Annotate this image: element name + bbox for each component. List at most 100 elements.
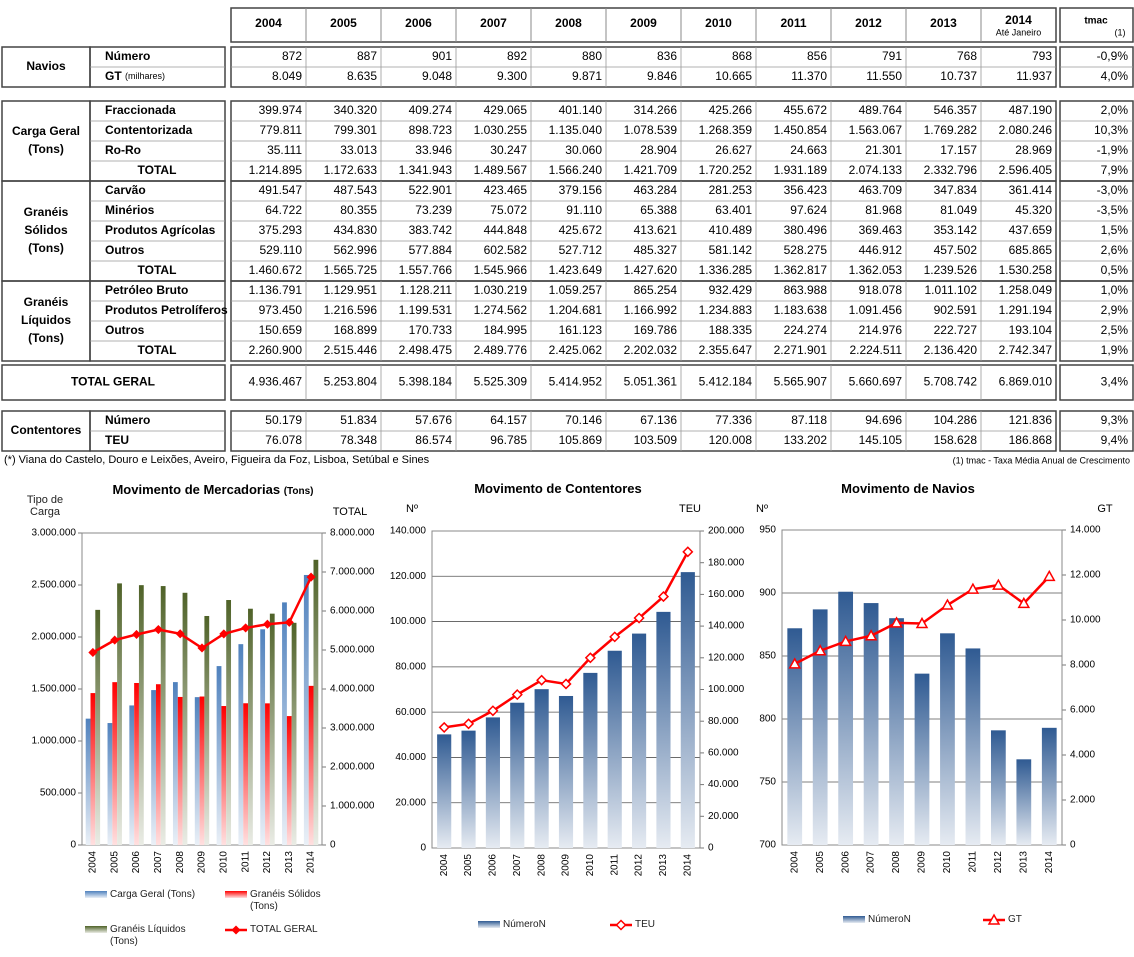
cell-value: 1.239.526 bbox=[924, 263, 978, 277]
x-tick-label: 2010 bbox=[585, 854, 596, 877]
y2-tick-label: 100.000 bbox=[708, 684, 745, 695]
cell-value: 158.628 bbox=[934, 433, 978, 447]
cell-value: 10.737 bbox=[940, 69, 977, 83]
row-name-text: Ro-Ro bbox=[105, 143, 141, 157]
x-tick-label: 2010 bbox=[218, 851, 229, 874]
cell-value: 170.733 bbox=[409, 323, 453, 337]
cell-value: 446.912 bbox=[859, 243, 903, 257]
cell-value: 8.049 bbox=[272, 69, 302, 83]
bar bbox=[607, 650, 622, 848]
cell-value: 9.846 bbox=[647, 69, 677, 83]
bar bbox=[226, 600, 232, 845]
cell-value: 222.727 bbox=[934, 323, 978, 337]
cell-value: 45.320 bbox=[1015, 203, 1052, 217]
y2-axis-label: TOTAL bbox=[333, 506, 367, 518]
section-label-frame bbox=[1, 364, 226, 401]
cell-value: 184.995 bbox=[484, 323, 528, 337]
legend-marker bbox=[231, 925, 241, 935]
line-marker bbox=[110, 635, 120, 645]
cell-value: 868 bbox=[732, 49, 752, 63]
cell-value: 17.157 bbox=[940, 143, 977, 157]
cell-value: 150.659 bbox=[259, 323, 303, 337]
year-header: 2007 bbox=[480, 16, 507, 30]
bar bbox=[510, 702, 525, 848]
row-name-text: Número bbox=[105, 49, 150, 63]
cell-value: 11.550 bbox=[866, 69, 902, 83]
bar bbox=[656, 611, 671, 848]
cell-value: 2.224.511 bbox=[850, 343, 903, 357]
cell-value: 527.712 bbox=[559, 243, 603, 257]
bar bbox=[90, 693, 96, 845]
line-marker bbox=[1017, 596, 1031, 609]
cell-value: 892 bbox=[507, 49, 527, 63]
row-name-text: TOTAL bbox=[138, 163, 177, 177]
cell-value: 1.530.258 bbox=[999, 263, 1053, 277]
cell-value: 1.489.567 bbox=[474, 163, 528, 177]
bar bbox=[85, 718, 91, 845]
legend-label: TOTAL GERAL bbox=[250, 924, 318, 935]
cell-value: 70.146 bbox=[565, 413, 602, 427]
cell-value: 340.320 bbox=[334, 103, 378, 117]
row-name-text: Minérios bbox=[105, 203, 155, 217]
x-tick-label: 2005 bbox=[109, 851, 120, 874]
legend-swatch bbox=[843, 916, 865, 923]
bar bbox=[990, 730, 1006, 845]
x-tick-label: 2010 bbox=[942, 851, 953, 874]
row-name: Número bbox=[105, 413, 150, 427]
cell-value: 865.254 bbox=[634, 283, 678, 297]
tmac-value: -0,9% bbox=[1097, 49, 1129, 63]
line-marker bbox=[306, 572, 316, 582]
footnote-tmac: (1) tmac - Taxa Média Anual de Crescimen… bbox=[953, 455, 1130, 465]
cell-value: 314.266 bbox=[634, 103, 678, 117]
y-tick-label: 1.000.000 bbox=[32, 736, 77, 747]
y-tick-label: 80.000 bbox=[395, 661, 426, 672]
section-label: Navios bbox=[26, 59, 66, 73]
legend-label: NúmeroN bbox=[503, 919, 546, 930]
line-marker bbox=[584, 652, 596, 664]
x-tick-label: 2004 bbox=[789, 851, 800, 874]
bar bbox=[308, 685, 314, 845]
row-name: Ro-Ro bbox=[105, 143, 141, 157]
bar bbox=[940, 633, 955, 845]
row-name-text: TOTAL bbox=[138, 263, 177, 277]
x-tick-label: 2013 bbox=[1018, 851, 1029, 874]
cell-value: 94.696 bbox=[865, 413, 902, 427]
year-header: 2013 bbox=[930, 16, 957, 30]
x-tick-label: 2005 bbox=[815, 851, 826, 874]
bar bbox=[303, 574, 309, 845]
cell-value: 76.078 bbox=[265, 433, 302, 447]
cell-value: 1.234.883 bbox=[699, 303, 753, 317]
year-header: 2012 bbox=[855, 16, 882, 30]
section-label: Granéis bbox=[24, 295, 69, 309]
cell-value: 24.663 bbox=[790, 143, 827, 157]
y-tick-label: 700 bbox=[759, 840, 776, 851]
tmac-value: 2,6% bbox=[1101, 243, 1129, 257]
cell-value: 932.429 bbox=[709, 283, 753, 297]
cell-value: 50.179 bbox=[265, 413, 302, 427]
cell-value: 8.635 bbox=[347, 69, 377, 83]
tmac-value: 9,3% bbox=[1101, 413, 1129, 427]
cell-value: 5.708.742 bbox=[924, 375, 978, 389]
cell-value: 1.341.943 bbox=[399, 163, 453, 177]
cell-value: 522.901 bbox=[409, 183, 453, 197]
section-label: Líquidos bbox=[21, 313, 71, 327]
cell-value: 973.450 bbox=[259, 303, 303, 317]
line-marker bbox=[992, 578, 1005, 590]
legend-label-box: TOTAL GERAL bbox=[250, 924, 318, 935]
chart-title-text: Movimento de Navios bbox=[841, 481, 975, 496]
cell-value: 1.172.633 bbox=[324, 163, 378, 177]
cell-value: 2.271.901 bbox=[774, 343, 828, 357]
section-tmac-frame bbox=[1059, 364, 1134, 401]
legend-label: Carga Geral (Tons) bbox=[110, 889, 196, 900]
cell-value: 81.968 bbox=[865, 203, 902, 217]
x-tick-label: 2006 bbox=[488, 854, 499, 877]
legend-swatch bbox=[478, 921, 500, 928]
year-header: 2004 bbox=[255, 16, 282, 30]
section-label-frame bbox=[1, 100, 91, 182]
cell-value: 9.048 bbox=[422, 69, 452, 83]
legend-label: TEU bbox=[635, 919, 655, 930]
line-marker bbox=[1042, 569, 1056, 582]
cell-value: 375.293 bbox=[259, 223, 303, 237]
cell-value: 1.214.895 bbox=[249, 163, 303, 177]
x-tick-label: 2006 bbox=[840, 851, 851, 874]
